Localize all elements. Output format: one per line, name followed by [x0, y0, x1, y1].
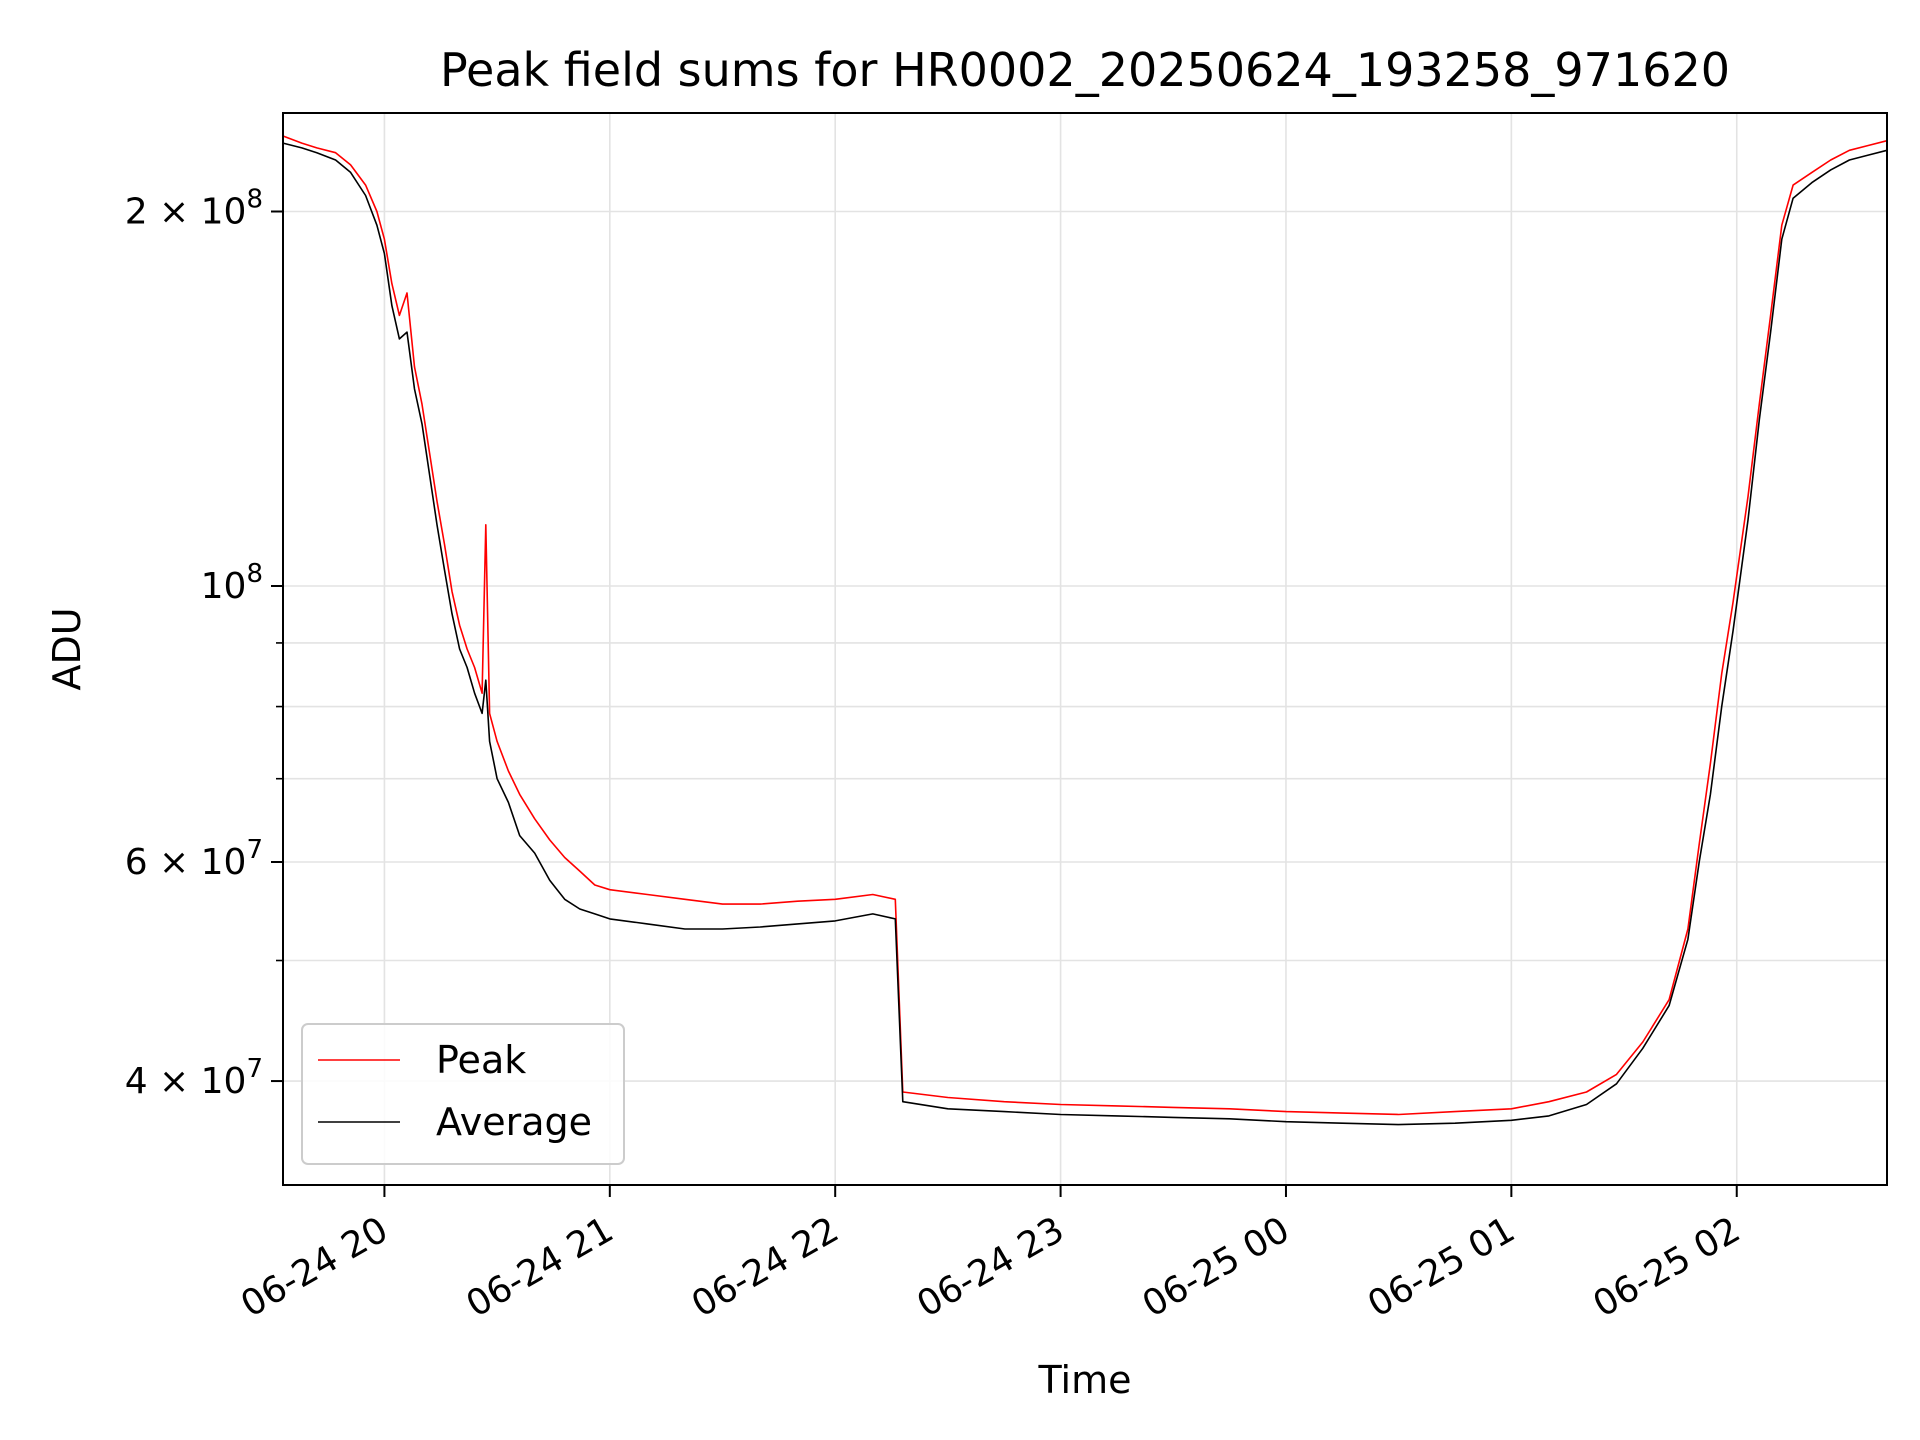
x-axis-label: Time	[1038, 1358, 1132, 1402]
y-tick-label-exponent: 8	[246, 559, 263, 589]
y-tick-label: 108	[201, 559, 263, 607]
plot-frame	[282, 112, 1888, 1186]
y-tick-label: 4 × 107	[125, 1054, 263, 1102]
y-tick-label-base: 4 × 10	[125, 1061, 247, 1102]
y-tick-label-base: 2 × 10	[125, 192, 247, 233]
legend-label-peak: Peak	[436, 1038, 526, 1082]
y-tick-label-exponent: 7	[246, 835, 263, 865]
legend-label-average: Average	[436, 1100, 592, 1144]
y-tick-label-base: 10	[201, 566, 247, 607]
y-tick-label-exponent: 7	[246, 1054, 263, 1084]
y-tick-label: 2 × 108	[125, 185, 263, 233]
series-line-peak	[282, 135, 1888, 1116]
chart-title: Peak field sums for HR0002_20250624_1932…	[440, 43, 1730, 97]
legend: Peak Average	[301, 1023, 625, 1165]
series-line-average	[282, 142, 1888, 1126]
y-tick-label: 6 × 107	[125, 835, 263, 883]
legend-box	[301, 1023, 625, 1165]
y-axis-label: ADU	[45, 607, 89, 690]
series-layer	[282, 135, 1888, 1126]
y-tick-label-exponent: 8	[246, 185, 263, 215]
y-tick-label-base: 6 × 10	[125, 842, 247, 883]
